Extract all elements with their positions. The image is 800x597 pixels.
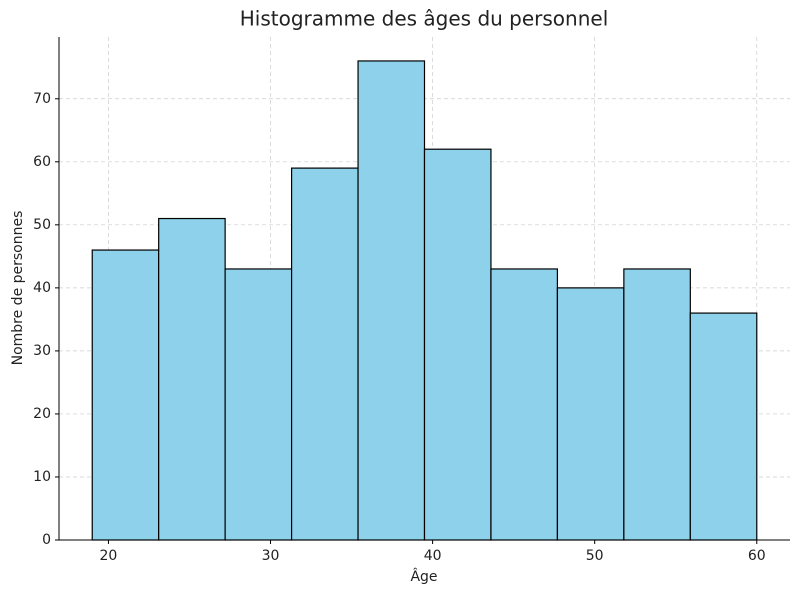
y-tick-label: 0 [42, 532, 51, 548]
bar [224, 268, 293, 541]
x-tick-label: 60 [748, 548, 766, 564]
y-axis-label: Nombre de personnes [10, 211, 26, 366]
bar [423, 148, 492, 541]
bar [689, 312, 758, 541]
y-tick-label: 50 [33, 217, 51, 233]
y-tick-label: 70 [33, 91, 51, 107]
bar [490, 268, 559, 541]
y-tick-label: 20 [33, 406, 51, 422]
bar [623, 268, 691, 541]
y-tick-label: 60 [33, 154, 51, 170]
bar [91, 249, 160, 541]
x-tick-label: 30 [262, 548, 280, 564]
y-tick-label: 40 [33, 280, 51, 296]
x-tick-label: 40 [424, 548, 442, 564]
x-tick-label: 20 [100, 548, 118, 564]
y-tick-label: 30 [33, 343, 51, 359]
chart-title: Histogramme des âges du personnel [240, 7, 609, 31]
y-tick-label: 10 [33, 469, 51, 485]
x-tick-label: 50 [586, 548, 604, 564]
bar [158, 217, 226, 541]
x-axis-label: Âge [410, 567, 437, 585]
bar [357, 60, 426, 541]
bar [290, 167, 359, 541]
bar [556, 287, 625, 541]
